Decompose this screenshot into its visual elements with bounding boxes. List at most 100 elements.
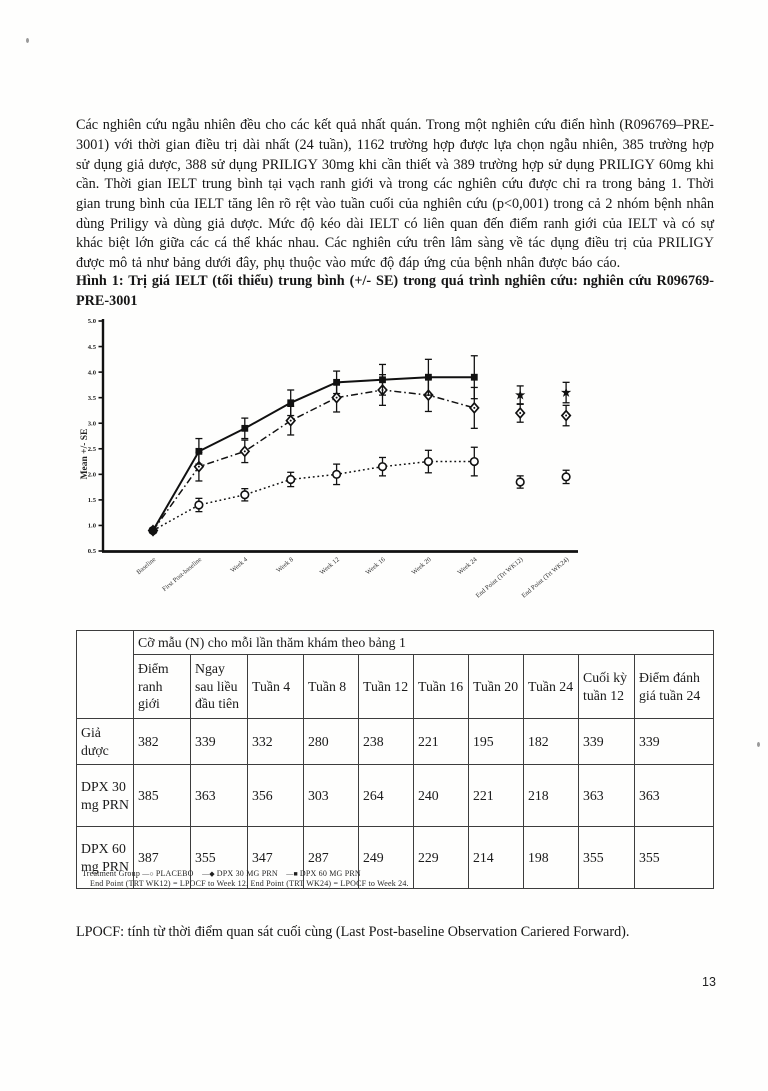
chart-legend: Treatment Group —○ PLACEBO —◆ DPX 30 MG … (82, 869, 369, 878)
table-cell: 363 (633, 764, 715, 827)
table-cell: 214 (468, 826, 524, 889)
data-point-marker (425, 373, 432, 381)
table-cell: 385 (133, 764, 191, 827)
y-tick-label: 2.5 (88, 446, 97, 453)
table-cell: 363 (190, 764, 248, 827)
x-tick-label: Week 16 (365, 556, 388, 577)
table-cell: 382 (133, 718, 191, 765)
table-cell: 249 (358, 826, 414, 889)
table-cell: 355 (578, 826, 635, 889)
column-header: Tuần 20 (468, 654, 524, 719)
column-header: Tuần 24 (523, 654, 579, 719)
legend-title: Treatment Group (82, 869, 143, 878)
table-cell: 218 (523, 764, 579, 827)
x-tick-label: First Post-baseline (161, 556, 203, 593)
sample-size-table: Cỡ mẫu (N) cho mỗi lần thăm khám theo bả… (76, 630, 715, 889)
data-point-marker (560, 409, 572, 422)
body-paragraph: Các nghiên cứu ngẫu nhiên đều cho các kế… (76, 117, 714, 272)
data-point-marker (469, 456, 479, 467)
column-header: Điểm ranh giới (133, 654, 191, 719)
row-label: DPX 30 mg PRN (76, 764, 134, 827)
data-point-marker (287, 399, 295, 407)
table-cell: 221 (413, 718, 469, 765)
table-cell: 303 (303, 764, 359, 827)
y-tick-label: 5.0 (88, 318, 97, 325)
column-header: Điểm đánh giá tuần 24 (633, 654, 715, 719)
y-tick-label: 4.5 (88, 344, 97, 351)
chart-series-dpx-30-mg-prn (147, 374, 572, 537)
square-marker-icon: —■ (286, 870, 300, 878)
column-header: Tuần 16 (413, 654, 469, 719)
data-point-marker (331, 391, 342, 404)
x-tick-label: End Point (Trt WK24) (521, 556, 571, 599)
x-tick-label: Baseline (135, 556, 157, 576)
chart-canvas: 5.0 4.5 4.0 3.5 3.0 2.5 2.0 1.5 1.0 0.5 Mean +/- S… (80, 318, 578, 600)
y-tick-label: 3.0 (88, 420, 97, 427)
table-row: Giả dược 382 339 332 280 238 221 195 182 339 339 (76, 718, 715, 765)
data-point-marker (423, 456, 434, 467)
row-label-header (76, 630, 134, 719)
table-cell: 347 (247, 826, 304, 889)
x-tick-label: Week 8 (275, 556, 295, 575)
data-point-marker (379, 376, 386, 384)
y-axis-title: Mean +/- SE (80, 429, 90, 480)
page-number: 13 (702, 975, 716, 989)
chart-series-placebo (148, 446, 571, 536)
legend-item-label: PLACEBO (155, 869, 203, 878)
y-tick-label: 4.0 (88, 369, 97, 376)
row-label: DPX 60 mg PRN (76, 826, 134, 889)
table-header: Cỡ mẫu (N) cho mỗi lần thăm khám theo bả… (76, 630, 715, 719)
data-point-marker (286, 474, 296, 485)
y-tick-label: 0.5 (88, 548, 97, 555)
table-cell: 339 (633, 718, 715, 765)
table-cell: 240 (413, 764, 469, 827)
y-tick-label: 3.5 (88, 395, 97, 402)
table-cell: 355 (190, 826, 248, 889)
data-point-marker (149, 527, 157, 534)
x-tick-label: Week 4 (229, 556, 249, 575)
table-cell: 264 (358, 764, 414, 827)
table-cell: 356 (247, 764, 304, 827)
x-tick-label: End Point (Trt WK12) (475, 556, 525, 599)
row-label: Giả dược (76, 718, 134, 765)
data-point-marker (194, 500, 204, 510)
table-cell: 182 (523, 718, 579, 765)
column-header: Tuần 8 (303, 654, 359, 719)
x-tick-label: Week 12 (319, 556, 341, 576)
data-point-marker (195, 447, 203, 455)
ielt-line-chart: 5.0 4.5 4.0 3.5 3.0 2.5 2.0 1.5 1.0 0.5 Mean +/- S… (78, 306, 706, 626)
legend-item-label: DPX 30 MG PRN (216, 869, 287, 878)
table-span-header: Cỡ mẫu (N) cho mỗi lần thăm khám theo bả… (132, 630, 715, 655)
data-point-marker (561, 387, 572, 397)
table-cell: 339 (578, 718, 635, 765)
table-cell: 280 (303, 718, 359, 765)
data-point-marker (377, 462, 388, 472)
scan-speck (26, 38, 29, 43)
column-header: Ngay sau liều đầu tiên (190, 654, 248, 719)
data-point-marker (241, 424, 249, 432)
data-point-marker (468, 401, 480, 414)
column-header: Tuần 4 (247, 654, 304, 719)
circle-marker-icon: —○ (142, 870, 156, 878)
table-cell: 332 (247, 718, 304, 765)
table-body: Giả dược 382 339 332 280 238 221 195 182 339 339 DP… (76, 718, 715, 889)
column-header: Tuần 12 (358, 654, 414, 719)
table-row: DPX 60 mg PRN 387 355 347 287 249 229 214 198 355… (76, 826, 715, 889)
data-point-marker (515, 477, 525, 487)
figure-caption: Hình 1: Trị giá IELT (tối thiểu) trung b… (76, 273, 714, 309)
table-cell: 355 (633, 826, 715, 889)
data-point-marker (285, 414, 297, 427)
x-tick-label: Week 20 (410, 556, 433, 577)
column-header: Cuối kỳ tuần 12 (578, 654, 635, 719)
chart-series-dpx-60-mg-prn (149, 355, 572, 534)
table-cell: 229 (413, 826, 469, 889)
chart-legend-endpoint-note: End Point (TRT WK12) = LPOCF to Week 12.… (90, 879, 409, 888)
table-row: DPX 30 mg PRN 385 363 356 303 264 240 221 218 363… (76, 764, 715, 827)
table-cell: 339 (190, 718, 248, 765)
data-point-marker (332, 469, 342, 479)
diamond-marker-icon: —◆ (202, 870, 217, 878)
table-cell: 198 (523, 826, 579, 889)
y-tick-label: 1.0 (88, 523, 97, 530)
data-point-marker (561, 472, 571, 482)
